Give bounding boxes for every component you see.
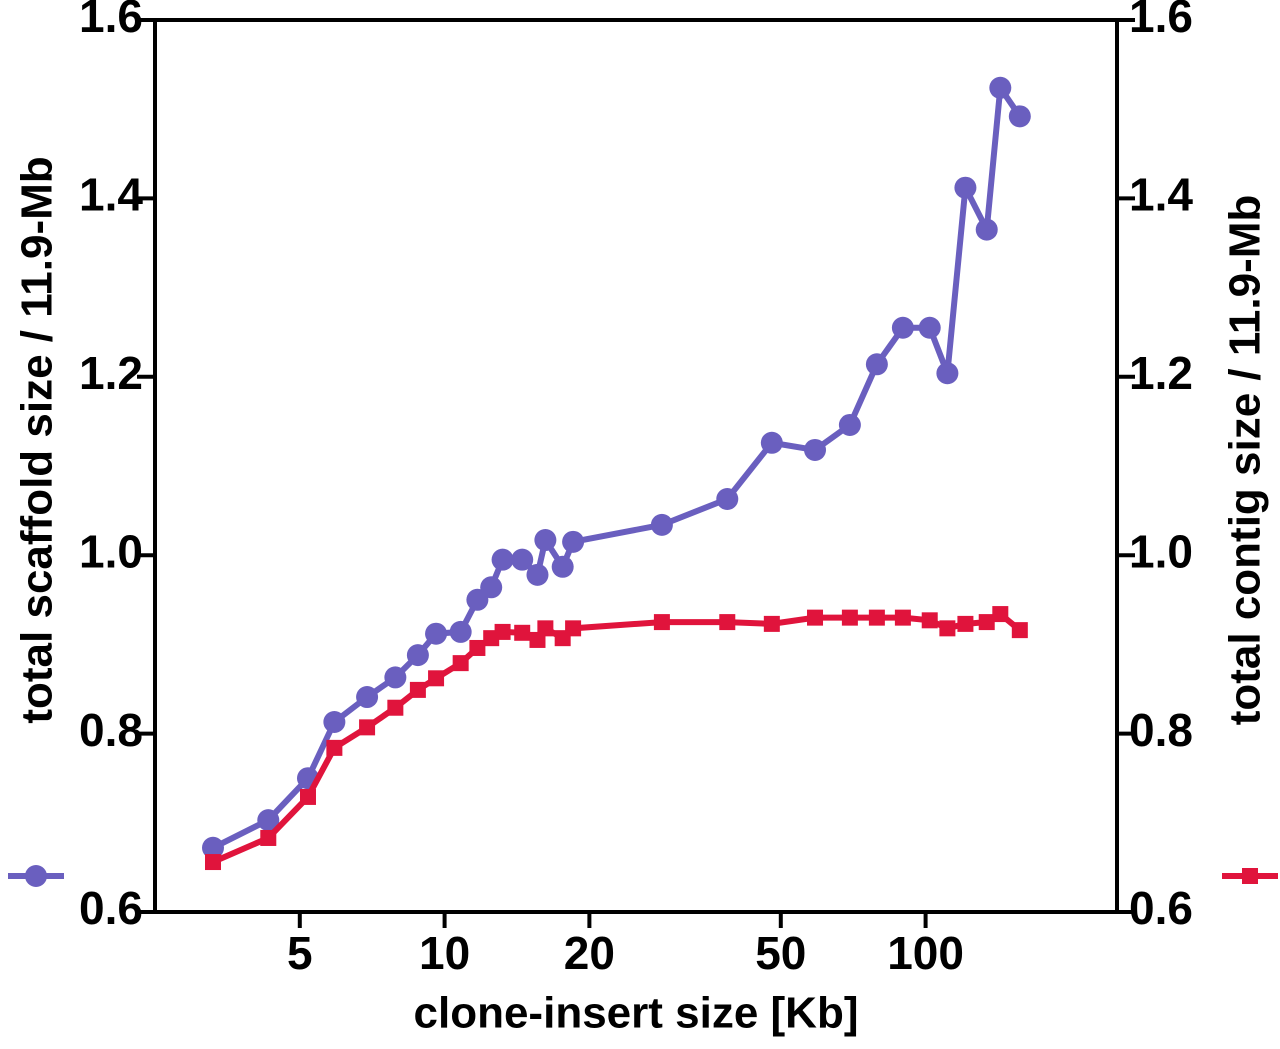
point	[514, 624, 531, 641]
point	[894, 609, 911, 626]
series-line	[211, 79, 1023, 851]
point	[494, 623, 511, 640]
point	[807, 609, 824, 626]
point	[534, 529, 557, 552]
point	[260, 829, 277, 846]
point	[565, 620, 582, 637]
y2-tick-label: 0.8	[1129, 704, 1193, 756]
point	[975, 218, 998, 241]
legend-marker	[1242, 868, 1258, 884]
point	[323, 711, 346, 734]
point	[957, 615, 974, 632]
point	[526, 563, 549, 586]
legend-marker	[25, 865, 47, 887]
point	[921, 612, 938, 629]
point	[939, 620, 956, 637]
y-tick-label: 1.2	[79, 347, 143, 399]
point	[562, 530, 585, 553]
point	[409, 681, 426, 698]
y2-tick-label: 0.6	[1129, 882, 1193, 934]
point	[841, 609, 858, 626]
point	[838, 413, 861, 436]
point	[716, 488, 739, 511]
point	[384, 666, 407, 689]
point	[326, 739, 343, 756]
point	[204, 854, 221, 871]
point	[257, 809, 280, 832]
point	[763, 615, 780, 632]
point	[449, 620, 472, 643]
point	[359, 719, 376, 736]
point	[868, 609, 885, 626]
point	[653, 614, 670, 631]
point	[511, 548, 534, 571]
x-tick-label: 5	[287, 927, 313, 979]
point	[719, 614, 736, 631]
x-tick-label: 100	[887, 927, 964, 979]
point	[480, 576, 503, 599]
point	[650, 513, 673, 536]
point	[299, 788, 316, 805]
point	[918, 316, 941, 339]
point	[865, 353, 888, 376]
y2-tick-label: 1.6	[1129, 0, 1193, 42]
point	[387, 699, 404, 716]
x-tick-label: 50	[755, 927, 806, 979]
y-axis-label: total scaffold size / 11.9-Mb	[13, 156, 62, 723]
y2-tick-label: 1.2	[1129, 347, 1193, 399]
y-tick-label: 1.6	[79, 0, 143, 42]
plot-frame	[153, 18, 1119, 914]
y2-axis-label: total contig size / 11.9-Mb	[1221, 195, 1270, 726]
y-tick-label: 1.4	[79, 169, 143, 221]
point	[978, 614, 995, 631]
y-tick-label: 1.0	[79, 525, 143, 577]
point	[537, 620, 554, 637]
point	[452, 655, 469, 672]
x-axis-label: clone-insert size [Kb]	[414, 989, 859, 1038]
point	[491, 548, 514, 571]
point	[954, 176, 977, 199]
point	[891, 316, 914, 339]
point	[406, 644, 429, 667]
point	[992, 606, 1009, 623]
series-line	[211, 610, 1022, 865]
point	[201, 836, 224, 859]
y2-tick-label: 1.4	[1129, 169, 1193, 221]
point	[428, 670, 445, 687]
y2-tick-label: 1.0	[1129, 525, 1193, 577]
point	[760, 431, 783, 454]
point	[989, 76, 1012, 99]
point	[469, 639, 486, 656]
point	[356, 686, 379, 709]
point	[551, 555, 574, 578]
point	[804, 438, 827, 461]
point	[936, 362, 959, 385]
point	[1008, 105, 1031, 128]
y-tick-label: 0.6	[79, 882, 143, 934]
point	[1011, 622, 1028, 639]
x-tick-label: 10	[419, 927, 470, 979]
x-tick-label: 20	[564, 927, 615, 979]
point	[425, 622, 448, 645]
y-tick-label: 0.8	[79, 704, 143, 756]
